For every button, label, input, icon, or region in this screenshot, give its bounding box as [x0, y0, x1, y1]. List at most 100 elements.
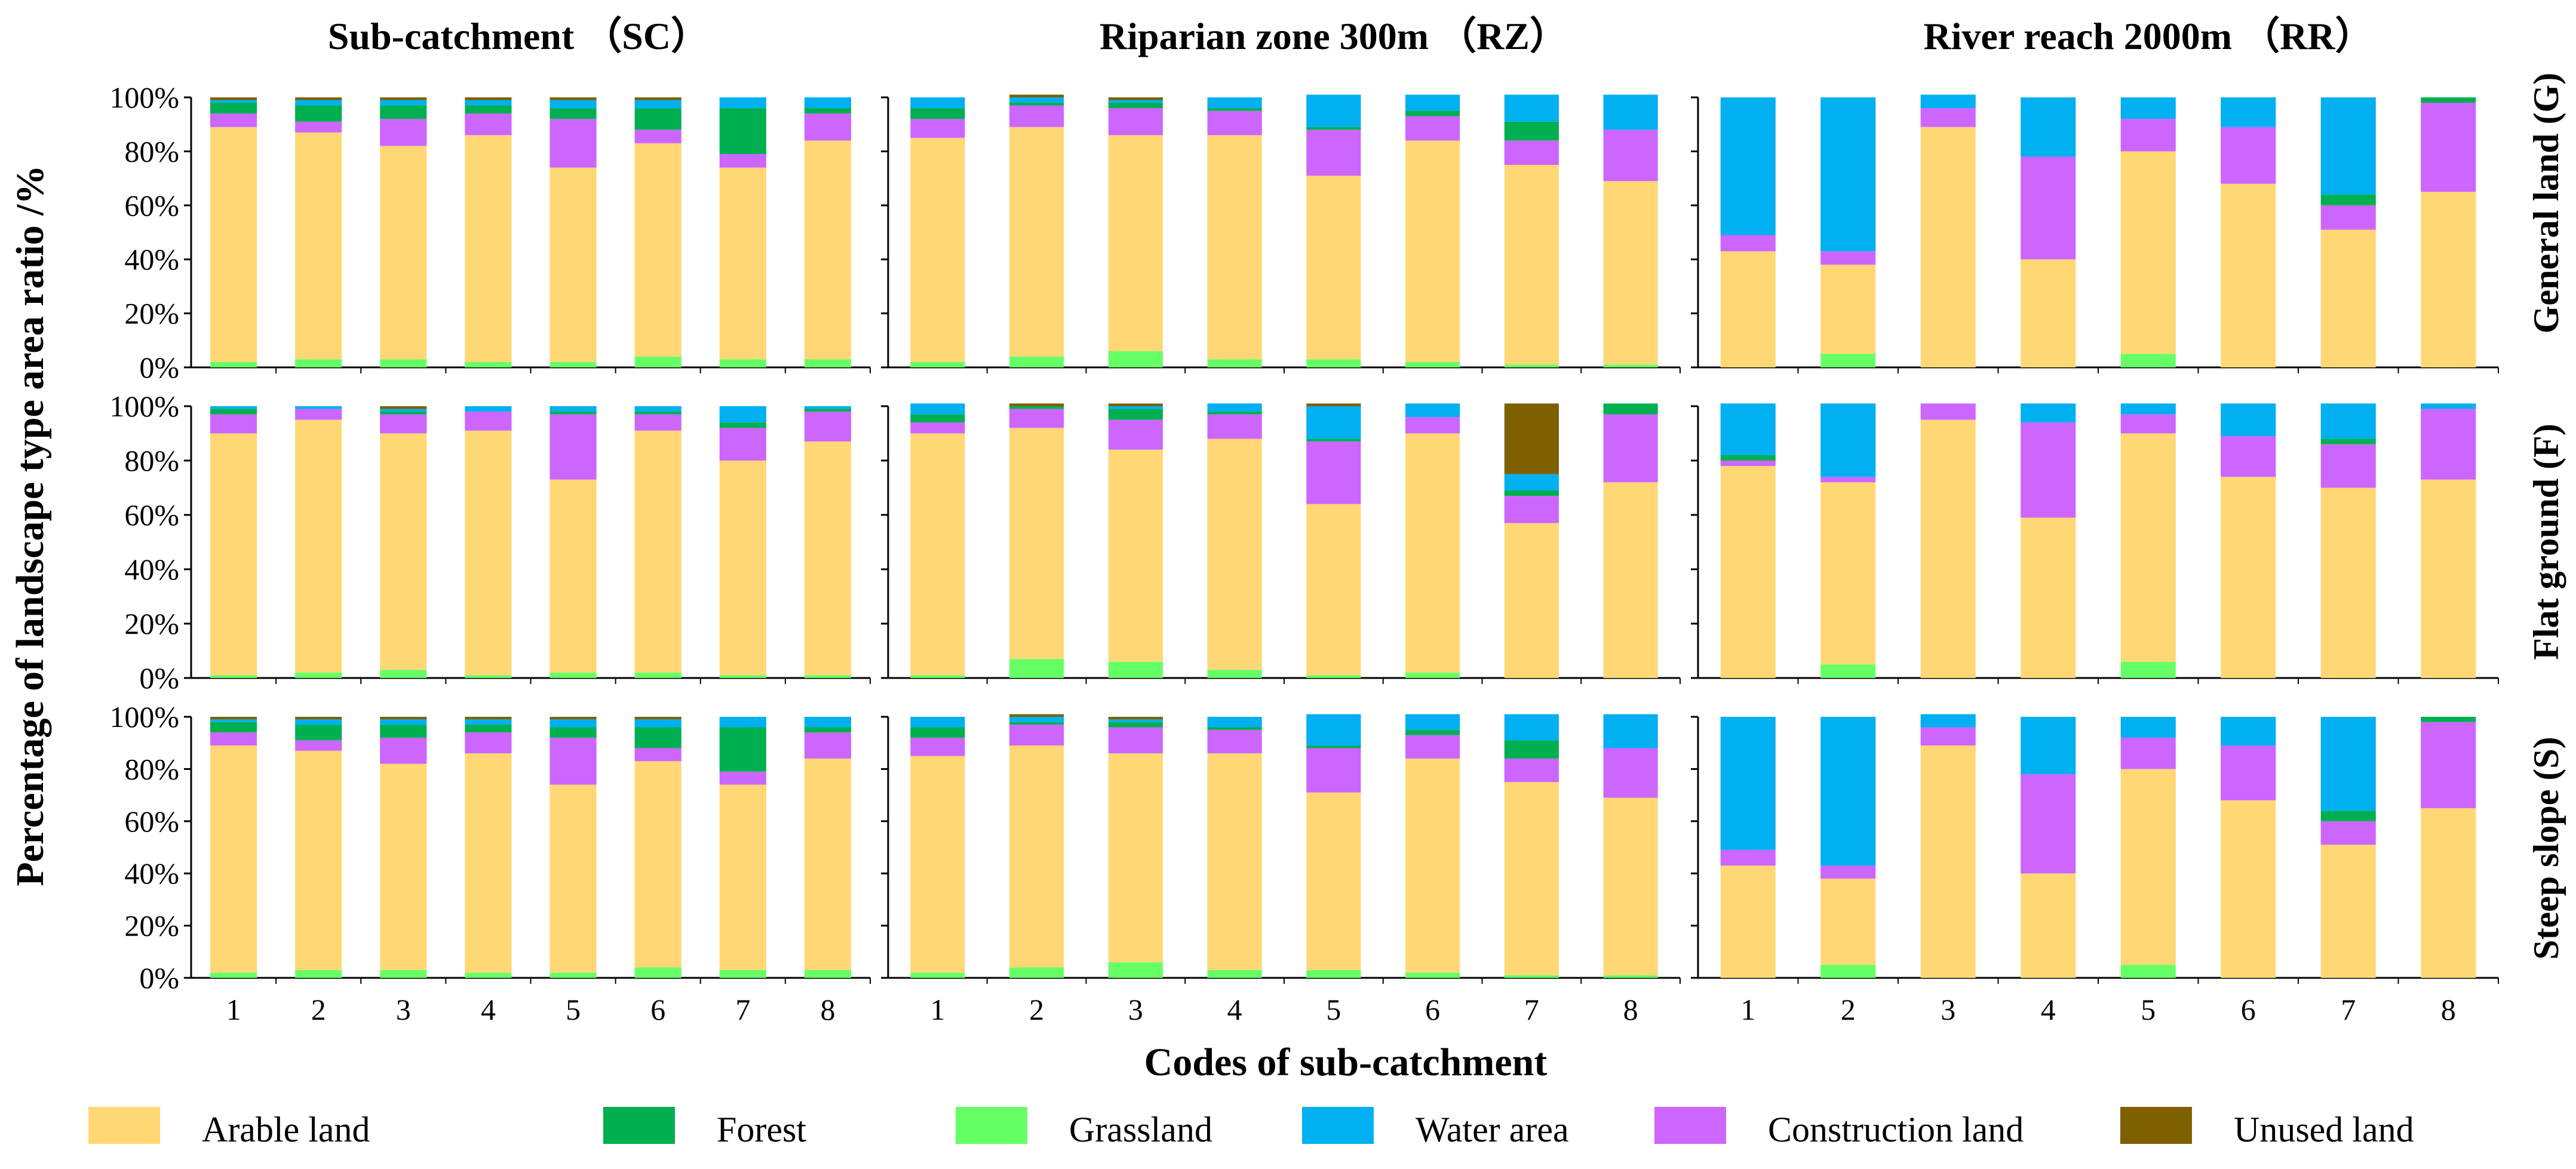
x-tick-label: 1: [226, 993, 241, 1026]
bar-segment-water-area-2: [1820, 403, 1876, 477]
bar-segment-arable-land-8: [1603, 181, 1658, 365]
x-tick-label: 5: [566, 993, 581, 1026]
bar-segment-arable-land-6: [634, 430, 681, 673]
bar-segment-construction-land-1: [1720, 235, 1776, 251]
bar-segment-water-area-1: [910, 97, 965, 109]
bar-segment-arable-land-3: [1920, 745, 1976, 978]
bar-segment-water-area-4: [1207, 717, 1262, 728]
bar-segment-arable-land-7: [1504, 165, 1559, 365]
bar-segment-grassland-5: [549, 672, 597, 678]
bar-segment-forest-2: [1009, 406, 1064, 409]
bar-segment-arable-land-3: [1920, 419, 1976, 678]
bar-segment-construction-land-4: [2021, 422, 2076, 518]
bar-segment-water-area-2: [1820, 97, 1876, 251]
bar-segment-forest-1: [210, 722, 257, 733]
bar-segment-water-area-5: [2120, 717, 2176, 738]
legend-item-construction-land: Construction land: [1654, 1107, 2024, 1149]
y-tick-label: 80%: [124, 444, 179, 477]
bar-segment-construction-land-4: [1207, 414, 1262, 439]
bar-segment-grassland-8: [1603, 364, 1658, 367]
bar-segment-water-area-5: [1306, 94, 1361, 127]
bar-segment-unused-land-4: [465, 717, 512, 720]
bar-segment-forest-1: [1720, 455, 1776, 461]
bar-segment-arable-land-1: [210, 745, 257, 973]
bar-segment-forest-4: [465, 105, 512, 114]
legend-swatch-arable-land: [88, 1107, 160, 1144]
bar-segment-grassland-5: [549, 361, 597, 367]
bar-segment-water-area-1: [210, 719, 257, 722]
x-tick-label: 6: [2241, 993, 2256, 1026]
bar-segment-arable-land-4: [1207, 753, 1262, 970]
panel-flat-ground-f-river-reach-2000m-rr: [1691, 403, 2499, 684]
bar-segment-water-area-3: [380, 409, 427, 412]
bar-segment-arable-land-3: [1108, 135, 1163, 351]
bar-segment-grassland-2: [1009, 659, 1064, 678]
bar-segment-water-area-1: [1720, 717, 1776, 850]
bar-segment-construction-land-8: [2421, 103, 2476, 192]
column-title-sc: Sub-catchment （SC）: [328, 15, 709, 57]
bar-segment-grassland-3: [1108, 351, 1163, 367]
bar-segment-water-area-1: [210, 406, 257, 409]
bar-segment-construction-land-4: [2021, 157, 2076, 260]
bar-segment-grassland-3: [1108, 661, 1163, 678]
y-tick-label: 80%: [124, 134, 179, 168]
bar-segment-arable-land-7: [1504, 523, 1559, 678]
y-tick-label: 100%: [109, 389, 179, 423]
bar-segment-grassland-1: [210, 361, 257, 367]
bar-segment-water-area-2: [1009, 717, 1064, 722]
bar-segment-arable-land-7: [2320, 845, 2376, 978]
legend: Arable land Forest Grassland Water area Cons…: [88, 1107, 2414, 1149]
bar-segment-arable-land-5: [549, 784, 597, 973]
bar-segment-water-area-5: [549, 406, 597, 412]
bar-segment-arable-land-2: [1820, 482, 1876, 665]
bar-segment-arable-land-1: [1720, 251, 1776, 367]
bar-segment-arable-land-4: [2021, 873, 2076, 978]
legend-label-water-area: Water area: [1416, 1110, 1569, 1149]
legend-item-arable-land: Arable land: [88, 1107, 370, 1149]
legend-swatch-forest: [603, 1107, 675, 1144]
bar-segment-water-area-5: [1306, 714, 1361, 746]
bar-segment-water-area-6: [634, 100, 681, 109]
bar-segment-construction-land-4: [1207, 111, 1262, 136]
x-tick-label: 4: [1227, 993, 1242, 1026]
bar-segment-arable-land-5: [2120, 433, 2176, 662]
bar-segment-water-area-3: [1920, 94, 1976, 109]
bar-segment-construction-land-1: [210, 732, 257, 746]
bar-segment-water-area-6: [634, 406, 681, 412]
bar-segment-water-area-4: [465, 100, 512, 106]
bar-segment-forest-8: [804, 727, 852, 733]
bar-segment-arable-land-8: [804, 441, 852, 676]
bar-segment-construction-land-2: [295, 121, 342, 133]
y-tick-label: 80%: [124, 752, 179, 786]
bar-segment-unused-land-2: [1009, 94, 1064, 97]
bar-segment-arable-land-7: [2320, 229, 2376, 367]
legend-label-arable-land: Arable land: [202, 1110, 370, 1149]
bar-segment-construction-land-8: [1603, 130, 1658, 182]
bar-segment-arable-land-2: [1009, 428, 1064, 659]
legend-label-grassland: Grassland: [1069, 1110, 1212, 1149]
bar-segment-forest-8: [804, 108, 852, 114]
legend-item-unused-land: Unused land: [2120, 1107, 2414, 1149]
bar-segment-arable-land-6: [2221, 800, 2276, 978]
legend-label-forest: Forest: [717, 1110, 806, 1149]
bar-segment-forest-6: [634, 108, 681, 130]
bar-segment-construction-land-8: [804, 113, 852, 141]
panel-flat-ground-f-sub-catchment-sc: 0% 20% 40% 60% 80% 100%: [109, 389, 871, 695]
bar-segment-arable-land-4: [465, 135, 512, 362]
bar-segment-unused-land-1: [210, 97, 257, 100]
bar-segment-construction-land-1: [210, 414, 257, 434]
bar-segment-water-area-6: [2221, 717, 2276, 746]
bar-segment-unused-land-5: [1306, 403, 1361, 406]
bar-segment-construction-land-7: [1504, 140, 1559, 165]
legend-swatch-construction-land: [1654, 1107, 1726, 1144]
bar-segment-construction-land-5: [2120, 414, 2176, 434]
bar-segment-forest-5: [549, 727, 597, 738]
bar-segment-grassland-1: [910, 361, 965, 367]
bar-segment-construction-land-7: [2320, 205, 2376, 230]
bar-segment-grassland-5: [2120, 354, 2176, 367]
bar-segment-forest-1: [910, 108, 965, 119]
bar-segment-grassland-5: [2120, 965, 2176, 978]
y-tick-label: 20%: [124, 297, 179, 330]
bar-segment-water-area-7: [1504, 474, 1559, 491]
bar-segment-forest-4: [1207, 108, 1262, 111]
